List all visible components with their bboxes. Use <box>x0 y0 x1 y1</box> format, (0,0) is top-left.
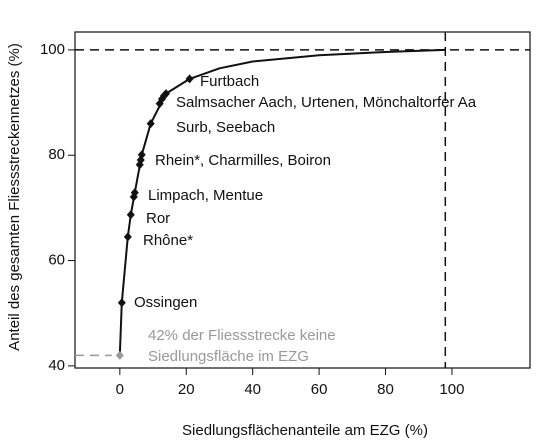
note-label: 42% der Fliessstrecke keine <box>148 327 336 344</box>
x-tick-label: 20 <box>178 381 195 398</box>
point-label: Ossingen <box>134 294 197 311</box>
note-label: Siedlungsfläche im EZG <box>148 348 309 365</box>
data-point <box>117 298 126 308</box>
x-tick-label: 100 <box>439 381 464 398</box>
data-point <box>130 188 139 198</box>
point-label: Ror <box>146 210 170 227</box>
y-tick-label: 60 <box>48 252 65 269</box>
data-point <box>137 150 146 160</box>
data-point <box>146 119 155 129</box>
x-tick-label: 80 <box>377 381 394 398</box>
y-tick-label: 40 <box>48 357 65 374</box>
point-label: Limpach, Mentue <box>148 187 263 204</box>
data-point <box>185 74 194 84</box>
data-point <box>162 89 170 99</box>
y-tick-label: 80 <box>48 146 65 163</box>
data-point <box>123 232 132 242</box>
y-tick-label: 100 <box>40 41 65 58</box>
point-label: Salmsacher Aach, Urtenen, Mönchaltorfer … <box>176 94 477 111</box>
data-point <box>126 210 135 220</box>
x-tick-label: 40 <box>244 381 261 398</box>
point-label: Furtbach <box>200 73 259 90</box>
x-axis-title: Siedlungsflächenanteile am EZG (%) <box>182 422 428 439</box>
point-label: Rhein*, Charmilles, Boiron <box>155 152 331 169</box>
point-label: Surb, Seebach <box>176 119 275 136</box>
y-axis-title: Anteil des gesamten Fliessstreckennetzes… <box>6 43 23 351</box>
point-label: Rhône* <box>143 232 193 249</box>
plot-frame <box>74 31 531 369</box>
x-tick-label: 60 <box>311 381 328 398</box>
x-tick-label: 0 <box>116 381 124 398</box>
highlight-point <box>115 350 124 360</box>
